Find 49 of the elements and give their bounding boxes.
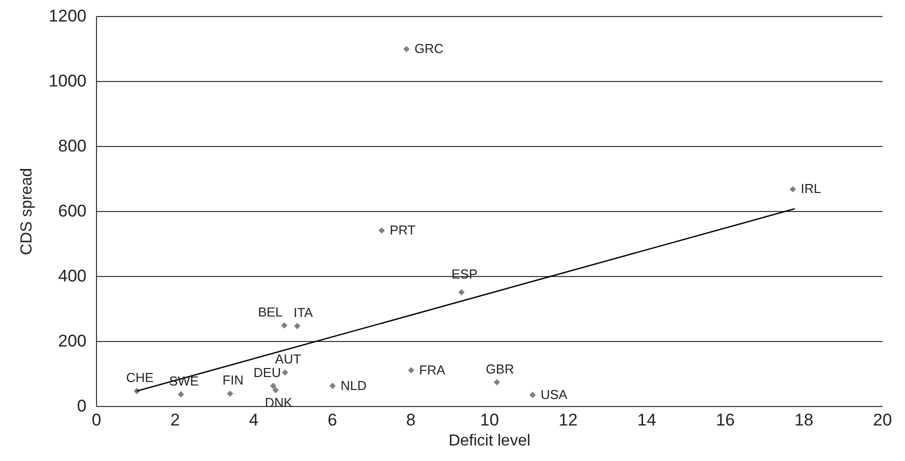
x-tick-label: 0 [92, 410, 102, 430]
x-tick-label: 6 [328, 410, 338, 430]
point [458, 289, 465, 296]
annotation: SWE [169, 373, 200, 388]
point [270, 382, 276, 390]
annotation: ITA [294, 305, 314, 320]
x-tick-label: 20 [873, 410, 892, 430]
annotation: GBR [486, 361, 514, 376]
x-tick-label: 10 [480, 410, 499, 430]
x-tick-label: 8 [406, 410, 416, 430]
x-tick-label: 2 [170, 410, 180, 430]
annotation: GRC [414, 41, 444, 56]
point [272, 386, 279, 394]
annotation: IRL [800, 181, 822, 196]
point [790, 186, 796, 192]
y-tick-label: 600 [58, 202, 86, 220]
y-axis-title: CDS spread [18, 168, 36, 256]
annotation: USA [540, 386, 568, 402]
y-tick-label: 1000 [48, 72, 86, 90]
point [178, 391, 184, 398]
y-tick-label: 0 [77, 396, 86, 416]
x-tick-label: 14 [637, 410, 656, 430]
point [378, 227, 385, 234]
annotation: DEU [254, 364, 281, 380]
y-tick-label: 200 [58, 332, 86, 350]
annotation: FIN [222, 372, 244, 388]
point [494, 379, 500, 386]
point [226, 390, 234, 397]
x-axis-title: Deficit level [448, 432, 530, 450]
y-tick-label: 400 [58, 266, 86, 286]
x-tick-label: 12 [558, 410, 578, 430]
point [408, 367, 414, 374]
annotation: FRA [419, 362, 446, 378]
annotation: PRT [390, 222, 416, 238]
y-tick-label: 1200 [48, 6, 86, 26]
annotation: NLD [340, 378, 367, 393]
x-tick-label: 4 [248, 410, 258, 430]
point [282, 369, 288, 376]
point [294, 322, 300, 330]
point [281, 322, 288, 329]
point [529, 392, 536, 398]
x-tick-label: 16 [716, 410, 735, 430]
y-tick-label: 800 [58, 136, 86, 156]
point [403, 46, 410, 52]
annotation: AUT [275, 352, 302, 367]
annotation: CHE [126, 370, 154, 386]
annotation: BEL [258, 304, 283, 320]
point [329, 382, 336, 390]
x-tick-label: 18 [794, 410, 814, 430]
